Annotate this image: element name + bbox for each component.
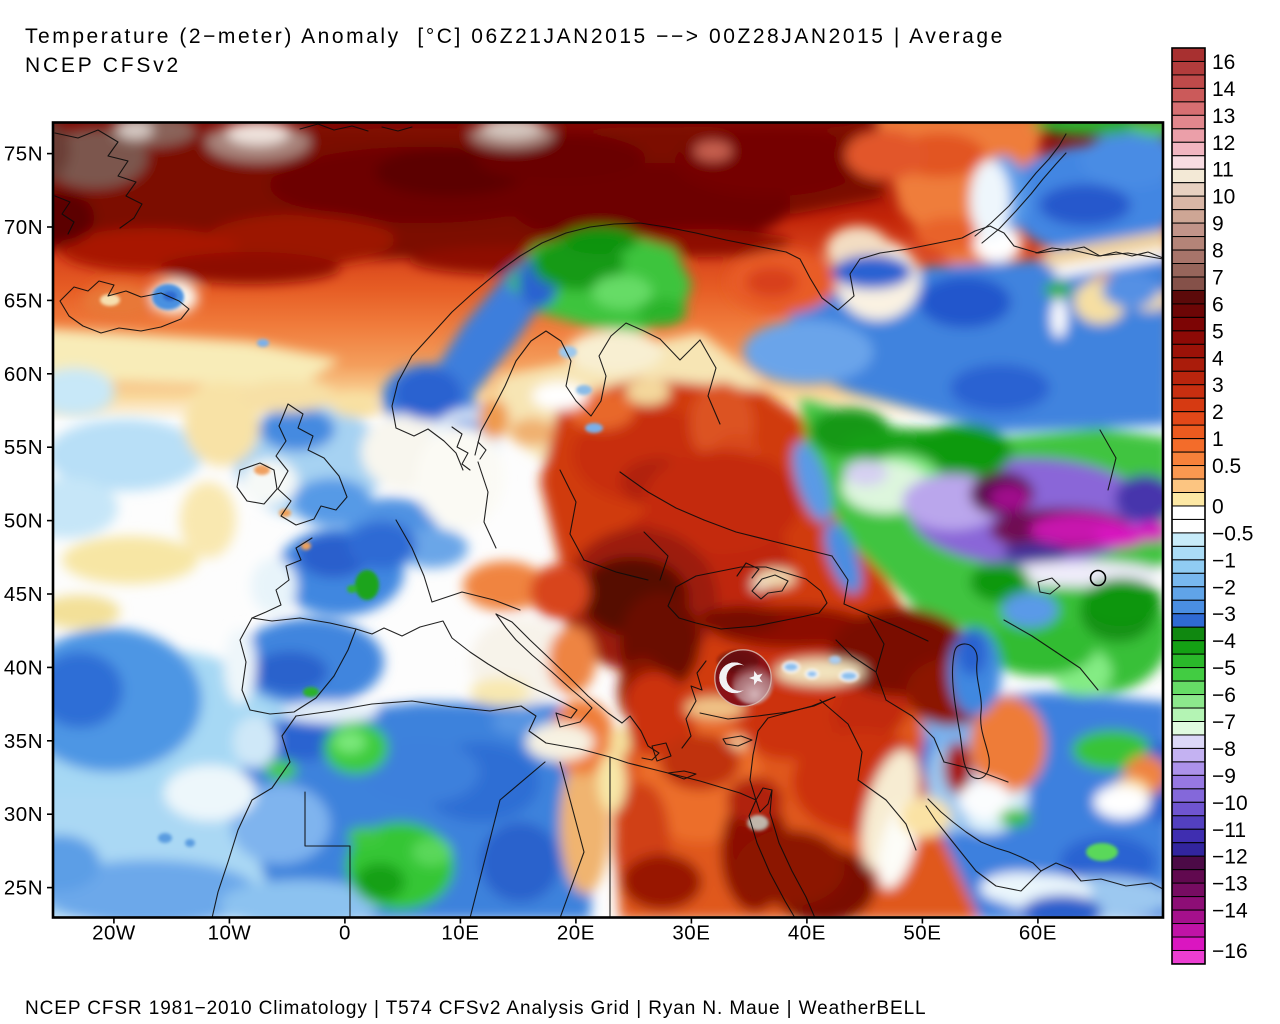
svg-text:−4: −4 xyxy=(1212,630,1236,653)
svg-text:0: 0 xyxy=(339,922,351,945)
svg-text:35N: 35N xyxy=(4,730,43,753)
svg-text:8: 8 xyxy=(1212,240,1224,263)
svg-text:55N: 55N xyxy=(4,436,43,459)
svg-text:−13: −13 xyxy=(1212,873,1248,896)
svg-text:40E: 40E xyxy=(788,922,826,945)
svg-text:13: 13 xyxy=(1212,105,1235,128)
svg-text:5: 5 xyxy=(1212,320,1224,343)
svg-text:−1: −1 xyxy=(1212,549,1236,572)
svg-text:10E: 10E xyxy=(441,922,479,945)
svg-text:16: 16 xyxy=(1212,51,1235,74)
svg-text:14: 14 xyxy=(1212,78,1236,101)
svg-text:0.5: 0.5 xyxy=(1212,455,1241,478)
svg-text:−12: −12 xyxy=(1212,846,1248,869)
svg-text:40N: 40N xyxy=(4,656,43,679)
svg-text:9: 9 xyxy=(1212,213,1224,236)
svg-text:50E: 50E xyxy=(903,922,941,945)
svg-text:NCEP CFSv2: NCEP CFSv2 xyxy=(25,54,181,77)
svg-text:−2: −2 xyxy=(1212,576,1236,599)
svg-text:−3: −3 xyxy=(1212,603,1236,626)
svg-text:−9: −9 xyxy=(1212,765,1236,788)
svg-text:−7: −7 xyxy=(1212,711,1236,734)
svg-text:45N: 45N xyxy=(4,583,43,606)
svg-text:20W: 20W xyxy=(92,922,136,945)
svg-text:−0.5: −0.5 xyxy=(1212,522,1253,545)
svg-text:7: 7 xyxy=(1212,267,1224,290)
svg-text:−11: −11 xyxy=(1212,819,1246,842)
svg-text:−6: −6 xyxy=(1212,684,1236,707)
svg-text:30E: 30E xyxy=(672,922,710,945)
svg-text:2: 2 xyxy=(1212,401,1224,424)
svg-text:10W: 10W xyxy=(208,922,252,945)
svg-text:1: 1 xyxy=(1212,428,1224,451)
svg-text:20E: 20E xyxy=(557,922,595,945)
svg-text:−14: −14 xyxy=(1212,900,1248,923)
svg-text:−8: −8 xyxy=(1212,738,1236,761)
svg-text:65N: 65N xyxy=(4,289,43,312)
svg-text:6: 6 xyxy=(1212,293,1224,316)
svg-text:60E: 60E xyxy=(1019,922,1057,945)
svg-text:10: 10 xyxy=(1212,186,1235,209)
svg-text:NCEP CFSR 1981−2010 Climatolog: NCEP CFSR 1981−2010 Climatology | T574 C… xyxy=(25,998,927,1019)
svg-text:30N: 30N xyxy=(4,803,43,826)
svg-text:60N: 60N xyxy=(4,363,43,386)
svg-text:0: 0 xyxy=(1212,496,1224,519)
svg-text:−10: −10 xyxy=(1212,792,1248,815)
svg-text:50N: 50N xyxy=(4,510,43,533)
svg-text:Temperature (2−meter) Anomaly: Temperature (2−meter) Anomaly [°C] 06Z21… xyxy=(25,25,1005,48)
svg-text:75N: 75N xyxy=(4,143,43,166)
svg-text:70N: 70N xyxy=(4,216,43,239)
svg-text:12: 12 xyxy=(1212,132,1235,155)
svg-text:11: 11 xyxy=(1212,159,1234,182)
svg-text:25N: 25N xyxy=(4,877,43,900)
svg-text:3: 3 xyxy=(1212,374,1224,397)
svg-text:−16: −16 xyxy=(1212,940,1248,963)
svg-text:−5: −5 xyxy=(1212,657,1236,680)
svg-text:4: 4 xyxy=(1212,347,1224,370)
